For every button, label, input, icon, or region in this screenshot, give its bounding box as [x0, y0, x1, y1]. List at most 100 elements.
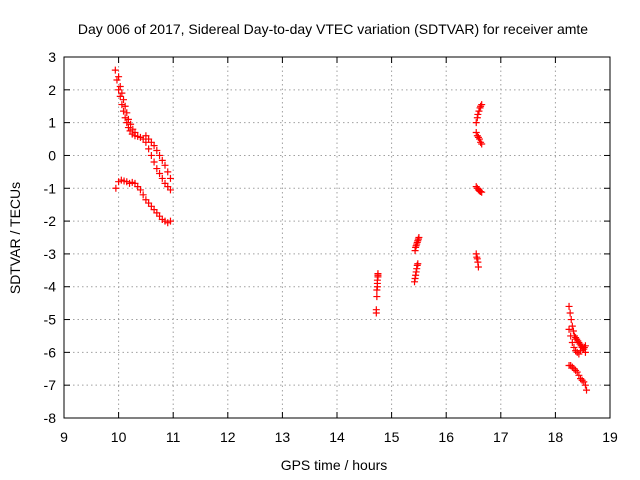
- data-point: [158, 156, 166, 164]
- data-point: [581, 342, 589, 350]
- data-point: [166, 174, 174, 182]
- x-tick-label: 18: [548, 429, 564, 445]
- data-point: [113, 76, 121, 84]
- data-point: [568, 322, 576, 330]
- data-point: [153, 147, 161, 155]
- x-tick-label: 16: [438, 429, 454, 445]
- data-point: [580, 378, 588, 386]
- data-point: [118, 101, 126, 109]
- x-tick-label: 14: [329, 429, 345, 445]
- data-point: [573, 368, 581, 376]
- data-point: [156, 170, 164, 178]
- y-axis-label: SDTVAR / TECUs: [7, 182, 23, 294]
- series-arc-14.7h: [372, 270, 382, 317]
- y-tick-label: -7: [44, 377, 57, 393]
- y-tick-label: -6: [44, 344, 57, 360]
- data-point: [575, 350, 583, 358]
- data-point: [161, 161, 169, 169]
- data-point: [572, 366, 580, 374]
- data-point: [147, 151, 155, 159]
- data-point: [573, 348, 581, 356]
- data-point: [565, 302, 573, 310]
- y-tick-label: -1: [44, 180, 57, 196]
- data-point: [127, 120, 135, 128]
- data-point: [474, 133, 482, 141]
- data-point: [415, 234, 423, 241]
- y-tick-label: 3: [48, 49, 56, 65]
- data-point: [472, 119, 480, 127]
- data-point: [158, 174, 166, 182]
- x-tick-label: 11: [166, 429, 181, 445]
- data-point: [123, 119, 131, 127]
- data-point: [120, 96, 128, 104]
- y-tick-label: -4: [44, 279, 57, 295]
- x-tick-label: 15: [384, 429, 400, 445]
- y-axis: -8 -7 -6 -5 -4 -3 -2 -1 0 1 2 3: [44, 49, 610, 426]
- y-tick-label: 2: [48, 82, 56, 98]
- data-point: [474, 110, 482, 118]
- x-axis: 9 10 11 12 13 14 15 16 17 18 19: [60, 57, 618, 445]
- y-tick-label: 0: [48, 147, 56, 163]
- data-point: [373, 293, 381, 301]
- x-tick-label: 19: [602, 429, 618, 445]
- series-arc-16.6h-bottom: [472, 250, 482, 271]
- data-point: [477, 188, 485, 196]
- series-arc-16.6h-lower: [472, 183, 486, 196]
- data-point: [478, 188, 486, 196]
- chart-title: Day 006 of 2017, Sidereal Day-to-day VTE…: [78, 21, 588, 37]
- data-point: [478, 140, 486, 148]
- data-point: [153, 165, 161, 173]
- data-point: [570, 343, 578, 351]
- x-tick-label: 10: [111, 429, 127, 445]
- series-arc-15.5h: [411, 234, 423, 255]
- y-tick-label: -3: [44, 246, 57, 262]
- x-tick-label: 13: [275, 429, 291, 445]
- data-point: [578, 376, 586, 384]
- data-point: [577, 375, 585, 383]
- data-point: [116, 92, 124, 100]
- data-point: [121, 102, 129, 110]
- grid-lines: [64, 57, 610, 418]
- data-point: [567, 361, 575, 369]
- data-point: [583, 386, 591, 394]
- y-tick-label: -8: [44, 410, 57, 426]
- data-point: [131, 128, 139, 136]
- data-point: [121, 114, 129, 122]
- data-point: [166, 217, 174, 225]
- data-point: [567, 316, 575, 324]
- data-point: [118, 89, 126, 97]
- data-point: [475, 107, 483, 115]
- x-axis-label: GPS time / hours: [281, 457, 388, 473]
- series-arc-15.4h: [411, 260, 422, 286]
- data-point: [578, 343, 586, 351]
- data-point: [112, 184, 120, 192]
- data-point: [478, 101, 486, 109]
- data-point: [156, 151, 164, 159]
- data-point: [568, 339, 576, 347]
- y-tick-label: -5: [44, 312, 57, 328]
- data-point: [414, 260, 422, 268]
- data-point: [164, 168, 172, 176]
- data-point: [477, 138, 485, 146]
- series-arc-16.6h-upper: [472, 128, 486, 148]
- data-point: [581, 348, 589, 356]
- data-point: [115, 73, 123, 81]
- x-tick-label: 9: [60, 429, 68, 445]
- series-arc-18.3h-b: [565, 325, 589, 358]
- data-point: [372, 306, 380, 314]
- data-point: [123, 109, 131, 117]
- data-point: [575, 371, 583, 379]
- y-tick-label: -2: [44, 213, 57, 229]
- data-point: [374, 271, 382, 279]
- data-point: [150, 158, 158, 166]
- data-point: [166, 186, 174, 194]
- series-arc-16.6h-top: [472, 101, 486, 127]
- data-point: [124, 115, 132, 123]
- data-points: [111, 66, 591, 394]
- series-arc-lower-10h: [112, 176, 174, 227]
- data-point: [115, 86, 123, 94]
- data-point: [566, 309, 574, 317]
- data-point: [567, 332, 575, 340]
- data-point: [136, 186, 144, 194]
